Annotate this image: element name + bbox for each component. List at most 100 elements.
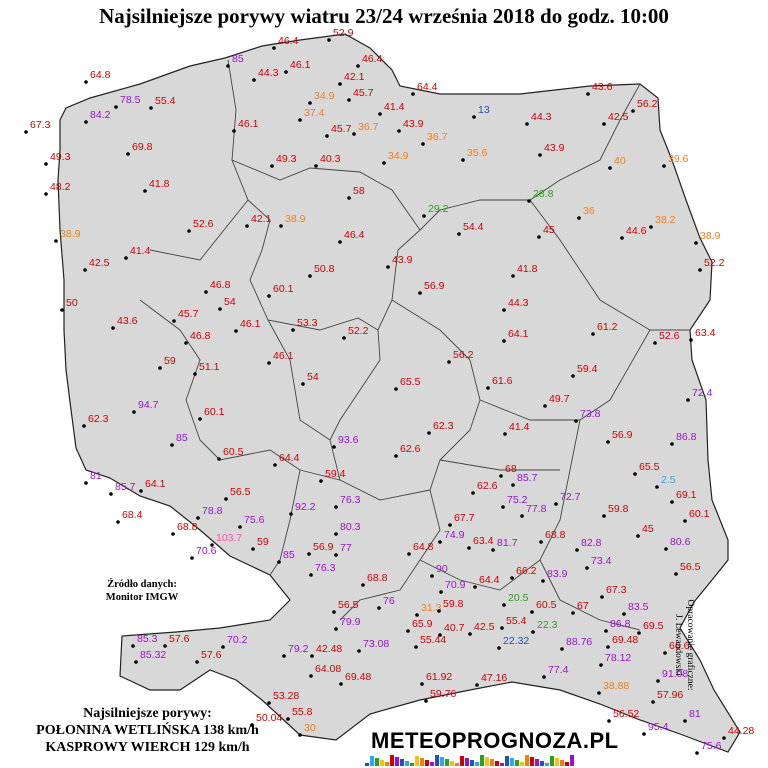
station-gust-value: 67.7 — [454, 512, 475, 524]
station-dot — [184, 341, 188, 345]
strongest-gusts: Najsilniejsze porywy: POŁONINA WETLIŃSKA… — [0, 705, 295, 756]
station-gust-value: 81 — [90, 470, 102, 482]
station-gust-value: 85 — [232, 53, 244, 65]
station-gust-value: 46.1 — [238, 118, 259, 130]
station-gust-value: 65.5 — [639, 461, 660, 473]
station-gust-value: 36.7 — [427, 131, 448, 143]
station-gust-value: 63.4 — [695, 327, 716, 339]
station-dot — [502, 339, 506, 343]
station-dot — [238, 525, 242, 529]
station-gust-value: 43.9 — [544, 142, 565, 154]
station-gust-value: 64.8 — [90, 69, 111, 81]
station-dot — [143, 189, 147, 193]
station-dot — [670, 500, 674, 504]
station-dot — [510, 576, 514, 580]
station-dot — [571, 374, 575, 378]
station-dot — [44, 192, 48, 196]
station-gust-value: 77.8 — [526, 503, 547, 515]
station-dot — [114, 105, 118, 109]
source-label: Źródło danych: — [107, 579, 177, 590]
station-gust-value: 46.4 — [344, 229, 365, 241]
station-gust-value: 68.4 — [122, 509, 143, 521]
station-dot — [319, 479, 323, 483]
station-gust-value: 40 — [614, 155, 626, 167]
station-gust-value: 68.8 — [367, 572, 388, 584]
logo-bar — [455, 763, 459, 766]
station-dot — [649, 225, 653, 229]
station-dot — [24, 130, 28, 134]
station-dot — [577, 216, 581, 220]
station-dot — [418, 291, 422, 295]
station-dot — [394, 454, 398, 458]
station-dot — [622, 612, 626, 616]
station-gust-value: 36 — [583, 205, 595, 217]
station-gust-value: 49.3 — [276, 153, 297, 165]
station-dot — [607, 719, 611, 723]
station-gust-value: 41.4 — [130, 245, 151, 257]
station-gust-value: 75.6 — [244, 514, 265, 526]
station-gust-value: 90 — [436, 563, 448, 575]
station-gust-value: 57.6 — [201, 649, 222, 661]
station-dot — [397, 129, 401, 133]
station-dot — [252, 78, 256, 82]
station-dot — [301, 382, 305, 386]
station-dot — [111, 326, 115, 330]
station-gust-value: 39.6 — [668, 153, 689, 165]
station-dot — [663, 651, 667, 655]
station-dot — [527, 199, 531, 203]
station-gust-value: 49.7 — [549, 393, 570, 405]
meteoprognoza-logo[interactable]: METEOPROGNOZA.PL — [365, 724, 618, 768]
station-gust-value: 41.4 — [509, 421, 530, 433]
station-gust-value: 60.1 — [689, 508, 710, 520]
station-gust-value: 56.5 — [338, 599, 359, 611]
station-dot — [602, 122, 606, 126]
station-gust-value: 38.2 — [655, 214, 676, 226]
logo-bar — [440, 757, 444, 766]
station-gust-value: 48.2 — [50, 181, 71, 193]
station-gust-value: 46.8 — [190, 330, 211, 342]
station-dot — [109, 492, 113, 496]
station-gust-value: 38.88 — [603, 680, 629, 692]
station-dot — [279, 224, 283, 228]
station-dot — [196, 516, 200, 520]
author-credit: Opracowanie graficzne: J. Lewandowski — [673, 590, 696, 700]
station-gust-value: 38.9 — [285, 213, 306, 225]
station-gust-value: 40.3 — [320, 153, 341, 165]
station-dot — [163, 644, 167, 648]
station-dot — [310, 654, 314, 658]
station-gust-value: 92.2 — [295, 501, 316, 513]
station-gust-value: 64.1 — [508, 328, 529, 340]
station-dot — [430, 574, 434, 578]
station-dot — [486, 386, 490, 390]
station-dot — [698, 268, 702, 272]
station-gust-value: 67 — [577, 600, 589, 612]
station-gust-value: 43.6 — [117, 315, 138, 327]
logo-bar — [485, 757, 489, 766]
station-dot — [298, 733, 302, 737]
station-dot — [171, 532, 175, 536]
station-dot — [575, 548, 579, 552]
station-gust-value: 56.2 — [453, 349, 474, 361]
station-gust-value: 22.3 — [537, 619, 558, 631]
station-dot — [307, 552, 311, 556]
station-dot — [491, 548, 495, 552]
station-dot — [267, 361, 271, 365]
voivodeship-borders — [139, 59, 690, 631]
station-dot — [421, 142, 425, 146]
station-dot — [457, 232, 461, 236]
logo-bar — [470, 760, 474, 766]
data-source: Źródło danych: Monitor IMGW — [72, 578, 212, 604]
station-dot — [338, 82, 342, 86]
station-gust-value: 59.8 — [608, 503, 629, 515]
station-dot — [606, 440, 610, 444]
station-dot — [574, 419, 578, 423]
station-gust-value: 47.16 — [481, 672, 507, 684]
station-dot — [204, 290, 208, 294]
station-dot — [131, 644, 135, 648]
station-gust-value: 73.08 — [363, 638, 389, 650]
map-title: Najsilniejsze porywy wiatru 23/24 wrześn… — [99, 4, 669, 28]
logo-bar — [555, 758, 559, 766]
station-dot — [651, 700, 655, 704]
station-gust-value: 42.5 — [89, 257, 110, 269]
station-gust-value: 38.9 — [700, 230, 721, 242]
